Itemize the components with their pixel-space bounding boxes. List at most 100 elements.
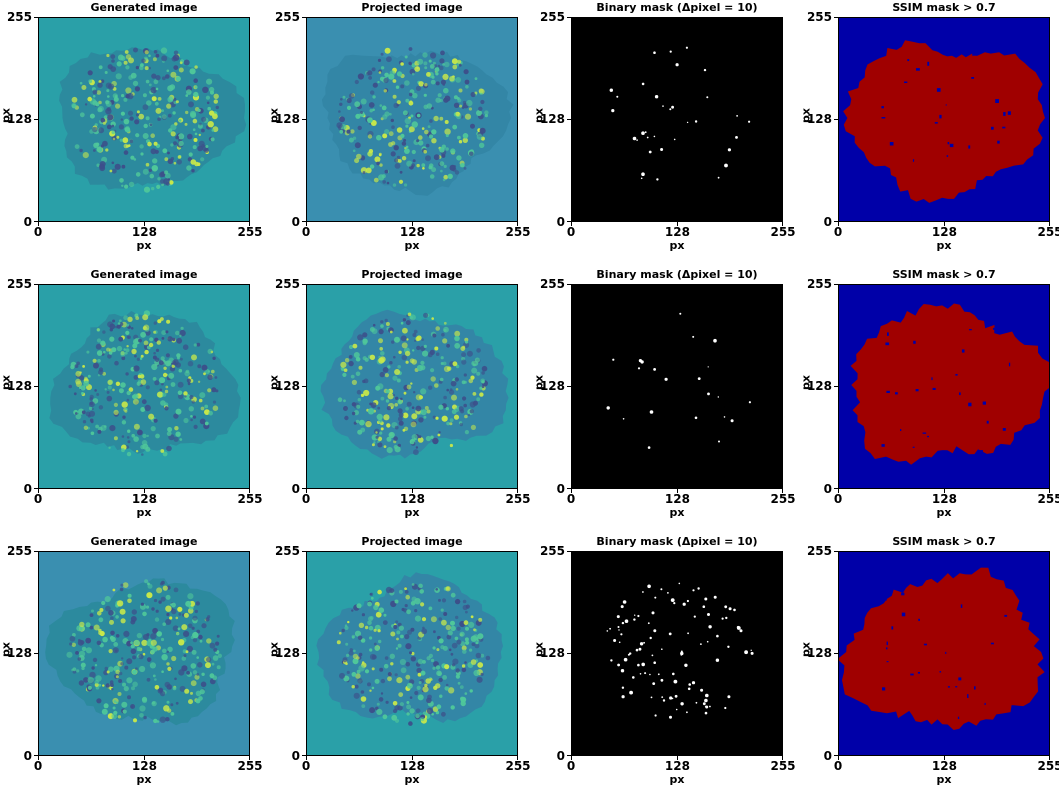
density-speck [191, 400, 195, 404]
x-axis-label: px [936, 506, 952, 519]
ssim-hole [1008, 362, 1011, 367]
mask-pixel [664, 377, 668, 381]
density-speck [123, 150, 129, 155]
ssim-hole [946, 155, 949, 157]
y-axis-label: px [267, 642, 281, 657]
density-speck [378, 697, 384, 702]
mask-pixel [673, 138, 676, 141]
image-canvas [839, 552, 1049, 755]
density-speck [161, 55, 168, 62]
density-speck [159, 172, 165, 178]
density-speck [380, 66, 385, 70]
density-speck [170, 143, 174, 147]
density-speck [412, 333, 417, 337]
y-tick-label: 255 [274, 10, 300, 24]
density-speck [203, 372, 206, 376]
density-speck [179, 438, 183, 441]
density-speck [369, 636, 373, 640]
ssim-hole [883, 598, 887, 601]
density-speck [450, 620, 455, 626]
density-speck [139, 665, 146, 673]
density-speck [353, 352, 360, 358]
density-speck [75, 378, 81, 385]
density-speck [157, 177, 161, 181]
density-speck [126, 335, 130, 339]
density-speck [418, 140, 424, 146]
density-speck [440, 50, 445, 56]
density-speck [169, 616, 173, 620]
density-speck [398, 420, 404, 426]
ssim-hole [995, 99, 999, 103]
density-speck [372, 82, 378, 88]
mask-pixel [685, 46, 688, 49]
x-tick-label: 255 [237, 759, 263, 773]
density-speck [376, 708, 383, 715]
density-speck [116, 61, 122, 67]
density-speck [386, 181, 390, 185]
density-speck [109, 336, 115, 342]
density-speck [431, 129, 437, 135]
density-speck [113, 700, 117, 703]
density-speck [464, 692, 468, 695]
density-speck [354, 142, 361, 149]
density-speck [112, 588, 116, 592]
panel-title: Generated image [90, 1, 198, 14]
density-speck [348, 93, 355, 99]
density-speck [383, 663, 389, 669]
density-speck [343, 675, 350, 682]
density-speck [149, 173, 155, 179]
y-axis-label: px [0, 108, 13, 123]
density-speck [453, 102, 460, 109]
density-speck [445, 147, 449, 151]
ssim-hole [968, 145, 971, 149]
density-speck [384, 129, 390, 135]
density-speck [133, 423, 140, 430]
density-speck [460, 163, 465, 168]
mask-pixel [700, 643, 702, 645]
density-speck [211, 662, 215, 666]
density-speck [83, 380, 89, 387]
density-speck [478, 106, 483, 112]
density-speck [151, 96, 157, 102]
density-speck [377, 383, 384, 390]
y-tick-label: 128 [6, 112, 32, 127]
density-speck [404, 587, 407, 590]
density-speck [401, 342, 408, 349]
mask-pixel [651, 654, 654, 657]
mask-pixel [621, 695, 625, 699]
density-speck [79, 386, 82, 389]
image-canvas [307, 552, 517, 755]
x-axis-label: px [136, 506, 152, 519]
density-speck [80, 662, 86, 668]
density-speck [455, 668, 460, 673]
density-speck [179, 329, 186, 337]
density-speck [420, 602, 425, 607]
density-speck [144, 66, 149, 71]
density-speck [440, 645, 445, 650]
density-speck [405, 407, 409, 411]
density-speck [458, 406, 464, 412]
ssim-hole [881, 106, 884, 109]
density-speck [96, 90, 102, 95]
image-canvas [307, 18, 517, 221]
mask-pixel [703, 68, 707, 72]
density-speck [162, 76, 166, 81]
density-speck [75, 413, 82, 420]
density-speck [165, 717, 170, 722]
density-speck [96, 328, 101, 332]
density-speck [449, 389, 455, 395]
density-speck [371, 67, 376, 72]
x-tick-mark [38, 756, 39, 760]
y-tick-mark [34, 284, 38, 285]
density-speck [194, 65, 198, 69]
density-speck [430, 376, 436, 382]
density-speck [146, 633, 150, 637]
density-speck [142, 433, 147, 439]
density-speck [87, 70, 93, 76]
density-speck [341, 628, 345, 633]
density-speck [156, 391, 164, 398]
density-speck [72, 633, 76, 637]
density-speck [215, 641, 220, 646]
density-speck [211, 129, 215, 132]
density-speck [113, 642, 119, 647]
